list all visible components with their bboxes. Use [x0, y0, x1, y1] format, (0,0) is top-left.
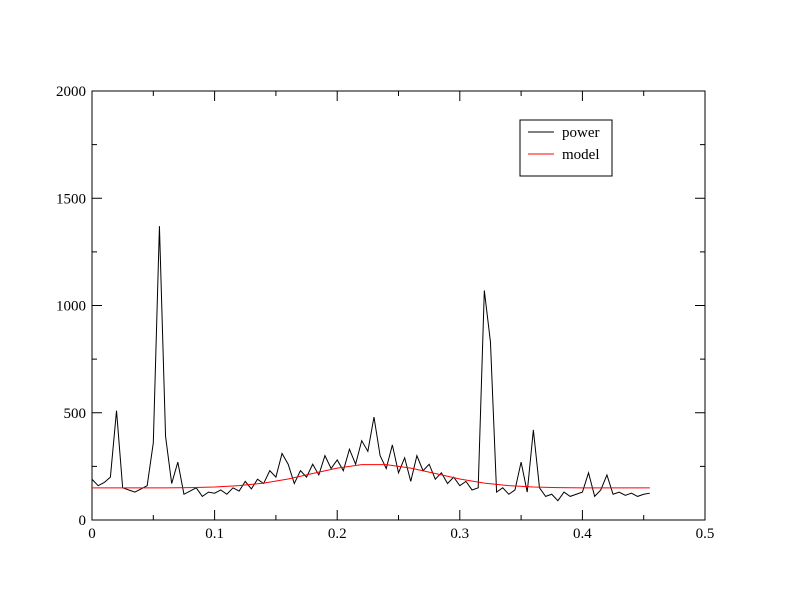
x-tick-label: 0.4	[573, 526, 592, 542]
plot-frame	[91, 90, 706, 521]
series-line	[92, 464, 650, 489]
y-tick-label: 0	[79, 513, 87, 529]
x-tick-label: 0.1	[205, 526, 224, 542]
y-tick-label: 2000	[56, 84, 86, 100]
x-tick-label: 0	[88, 526, 96, 542]
x-tick-label: 0.5	[696, 526, 715, 542]
x-tick-label: 0.3	[450, 526, 469, 542]
x-tick-label: 0.2	[328, 526, 347, 542]
y-tick-label: 1000	[56, 299, 86, 315]
y-tick-label: 500	[64, 406, 87, 422]
y-tick-label: 1500	[56, 191, 86, 207]
legend-label: model	[562, 147, 600, 163]
legend-label: power	[562, 125, 600, 141]
legend-box	[519, 119, 613, 177]
series-line	[91, 226, 650, 502]
